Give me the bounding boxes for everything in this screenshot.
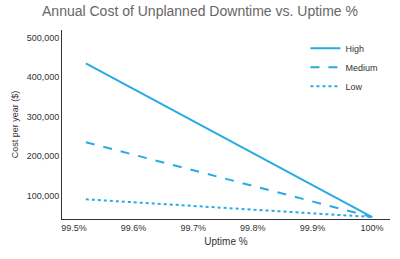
svg-text:99.7%: 99.7% [180,223,206,233]
svg-text:100%: 100% [361,223,384,233]
svg-text:99.5%: 99.5% [61,223,87,233]
svg-text:Uptime %: Uptime % [204,236,247,247]
svg-text:Annual Cost of Unplanned Downt: Annual Cost of Unplanned Downtime vs. Up… [42,3,358,19]
svg-text:400,000: 400,000 [27,72,60,82]
svg-text:200,000: 200,000 [27,151,60,161]
svg-text:99.6%: 99.6% [121,223,147,233]
svg-text:500,000: 500,000 [27,33,60,43]
svg-text:99.9%: 99.9% [300,223,326,233]
svg-text:Cost per year ($): Cost per year ($) [10,91,20,159]
svg-text:Low: Low [345,82,362,92]
svg-text:300,000: 300,000 [27,112,60,122]
svg-text:High: High [345,44,364,54]
svg-text:100,000: 100,000 [27,191,60,201]
svg-text:99.8%: 99.8% [240,223,266,233]
svg-text:Medium: Medium [345,63,377,73]
